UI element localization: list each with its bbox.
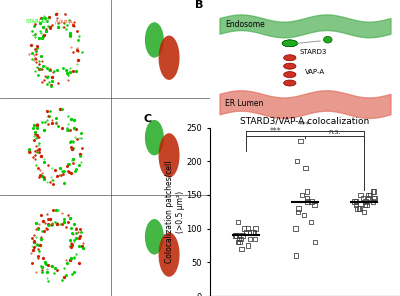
Ellipse shape [282,40,298,47]
Point [292,253,299,258]
Ellipse shape [282,40,298,47]
Ellipse shape [145,219,164,255]
Point [235,220,242,224]
Text: C: C [144,114,152,124]
Text: STARD3: STARD3 [299,49,327,55]
Point [233,233,239,238]
Point [294,159,300,164]
Point [241,226,247,231]
Point [250,230,257,234]
Point [301,213,307,218]
Text: n.s.: n.s. [328,129,341,135]
Point [299,193,305,197]
Point [370,196,376,201]
Point [247,230,254,234]
Text: Endosome: Endosome [225,20,265,29]
Ellipse shape [145,22,164,58]
Point [367,193,374,197]
Point [247,237,253,241]
Title: STARD3/VAP-A colocalization: STARD3/VAP-A colocalization [240,116,370,126]
Point [297,139,304,143]
Point [362,199,368,204]
Text: ***: *** [299,121,311,130]
Bar [63,53,74,68]
Point [311,203,318,207]
Text: A: A [2,3,11,13]
Text: HERPUD1-ΔUBL: HERPUD1-ΔUBL [4,122,9,171]
Point [357,193,364,197]
Bar [63,151,74,166]
Point [365,193,372,197]
Ellipse shape [158,133,180,178]
Point [252,237,258,241]
Text: HERPUD1-WT: HERPUD1-WT [4,28,9,70]
Point [304,189,310,194]
Text: HERPUD1-S59D: HERPUD1-S59D [4,221,9,270]
Point [370,189,377,194]
Point [312,240,318,244]
Point [304,196,310,201]
Point [353,203,360,207]
Point [362,203,368,207]
Point [236,233,242,238]
Ellipse shape [145,120,164,155]
Point [243,230,249,234]
Point [354,206,361,211]
Text: 3D reconstruction: 3D reconstruction [24,6,93,15]
Point [238,237,244,241]
Point [308,199,315,204]
Point [357,206,363,211]
Point [352,199,359,204]
Point [356,206,362,211]
Bar [63,250,74,265]
Point [302,165,308,170]
Ellipse shape [284,72,296,78]
Point [295,206,302,211]
Point [295,209,301,214]
Point [238,247,245,251]
Point [240,233,246,238]
Point [363,203,370,207]
Point [308,220,314,224]
Text: Zoom 3D: Zoom 3D [146,6,181,15]
Ellipse shape [282,40,298,47]
Point [235,240,242,244]
Ellipse shape [284,63,296,69]
Ellipse shape [284,55,296,61]
Text: ER Lumen: ER Lumen [225,99,264,108]
Y-axis label: Colocalization patches/cell
(>0.5 μm²): Colocalization patches/cell (>0.5 μm²) [165,160,184,263]
Text: VAP-A: VAP-A [305,69,325,75]
Point [244,226,251,231]
Point [244,243,251,248]
Point [365,196,371,201]
Point [370,189,376,194]
Text: /VAP-A: /VAP-A [54,19,72,24]
Point [361,209,368,214]
Text: B: B [195,0,203,10]
Point [351,199,358,204]
Point [250,230,256,234]
Text: STARD3: STARD3 [25,19,47,24]
Text: ***: *** [270,127,281,136]
Ellipse shape [324,36,332,43]
Ellipse shape [158,36,180,80]
Point [304,199,310,204]
Ellipse shape [284,80,296,86]
Point [292,226,298,231]
Point [232,233,238,238]
Ellipse shape [158,232,180,277]
Point [370,199,376,204]
Point [236,237,242,241]
Point [360,196,366,201]
Point [236,240,243,244]
Point [252,226,259,231]
Point [371,196,378,201]
